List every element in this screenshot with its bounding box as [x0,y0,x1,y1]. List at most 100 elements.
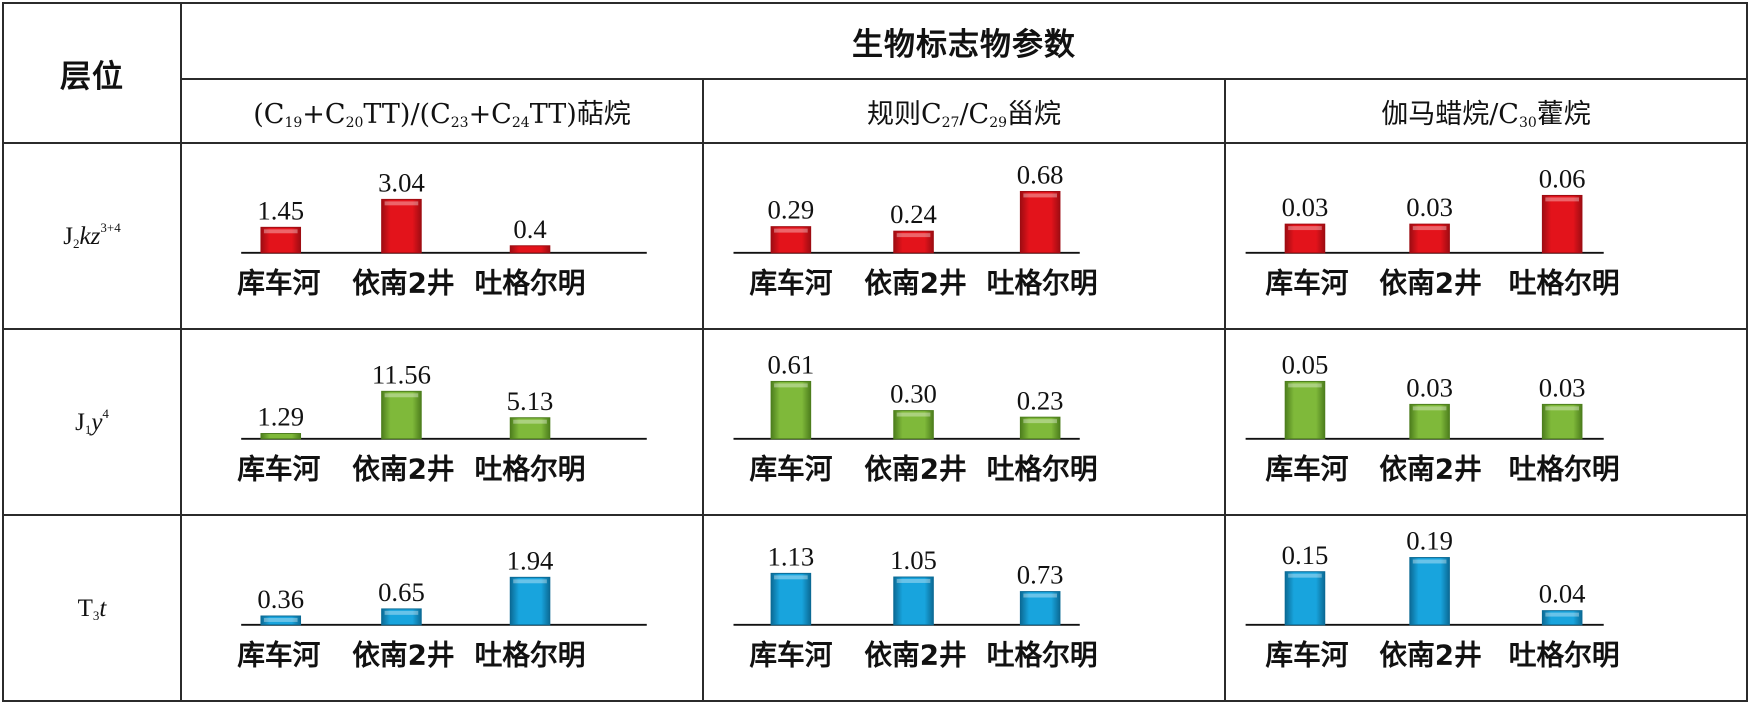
category-label: 依南2井 [864,452,966,485]
mini-chart-cell: 0.05 库车河 0.03 依南2井 0.03 吐格尔明 [1224,328,1748,516]
bar [260,226,302,254]
category-label: 依南2井 [1379,452,1481,485]
biomarker-group-header: 生物标志物参数 [180,2,1748,80]
row-J2kz: J2kz3+4 1.45 库车河 3.04 依南2井 0.4 吐格尔明 0.29 库车河 0.24… [2,142,1748,330]
row-J1y: J1y4 1.29 库车河 11.56 依南2井 5.13 吐格尔明 0.61 库车河 0.30 依… [2,328,1748,516]
bar-highlight [1288,226,1322,231]
bar-value-label: 0.06 [1539,164,1586,194]
mini-bar-chart: 0.15 库车河 0.19 依南2井 0.04 吐格尔明 [1245,526,1620,671]
header-subscript: 23 [450,114,469,131]
bar-highlight [774,575,808,580]
bar-highlight [1412,406,1447,411]
bar [1284,571,1326,626]
column-header-sterane_ratio: 规则C27/C29甾烷 [702,78,1226,144]
layer-label-sub: 1 [84,422,92,437]
category-label: 吐格尔明 [987,638,1098,671]
bar [381,390,422,440]
category-label: 依南2井 [352,266,454,299]
bar [1019,190,1061,254]
bar-highlight [1545,406,1579,411]
bar-highlight [774,228,808,233]
category-label: 库车河 [1265,452,1348,485]
category-label: 吐格尔明 [987,452,1098,485]
bar-value-label: 1.29 [257,402,304,432]
layer-label-J2kz: J2kz3+4 [2,142,182,330]
bar [1541,403,1583,440]
layer-label-T3t: T3t [2,514,182,702]
bar-value-label: 0.03 [1406,192,1453,222]
bar-highlight [384,393,419,398]
bar [893,576,934,626]
bar-value-label: 5.13 [507,386,554,416]
bar-highlight [896,233,931,238]
mini-bar-chart: 0.29 库车河 0.24 依南2井 0.68 吐格尔明 [733,160,1098,299]
bar-highlight [1023,193,1057,198]
header-text: 规则C [866,98,942,130]
category-label: 库车河 [749,266,832,299]
bar-value-label: 0.03 [1282,192,1329,222]
category-label: 库车河 [749,638,832,671]
header-text: 伽马蜡烷/C [1381,98,1519,130]
header-text: +C [302,98,346,130]
bar-value-label: 0.65 [378,577,425,607]
header-subscript: 29 [989,114,1008,131]
category-label: 吐格尔明 [1509,638,1620,671]
layer-label-italic: y [91,409,103,436]
bar-value-label: 0.29 [768,195,815,225]
mini-chart-cell: 1.45 库车河 3.04 依南2井 0.4 吐格尔明 [180,142,704,330]
bar-highlight [1023,419,1057,424]
category-label: 依南2井 [1379,266,1481,299]
bar-value-label: 1.05 [890,545,937,575]
bar-value-label: 0.61 [768,350,815,380]
bar [260,433,302,440]
category-label: 库车河 [1265,266,1348,299]
category-label: 依南2井 [864,638,966,671]
biomarker-table: 层位 生物标志物参数 (C19+C20TT)/(C23+C24TT)萜烷 规则C2… [2,2,1748,702]
layer-label-italic: kz [79,223,101,250]
mini-chart-cell: 0.15 库车河 0.19 依南2井 0.04 吐格尔明 [1224,514,1748,702]
bar-highlight [1412,559,1447,564]
bar [1019,416,1061,440]
category-label: 库车河 [749,452,832,485]
header-text: 甾烷 [1007,98,1062,130]
mini-chart-cell: 0.36 库车河 0.65 依南2井 1.94 吐格尔明 [180,514,704,702]
mini-bar-chart: 0.61 库车河 0.30 依南2井 0.23 吐格尔明 [733,350,1098,485]
bar-highlight [513,579,547,584]
layer-label-J1y: J1y4 [2,328,182,516]
category-label: 依南2井 [352,638,454,671]
bar-value-label: 0.03 [1539,372,1586,402]
header-subscript: 20 [345,114,364,131]
category-label: 吐格尔明 [1509,266,1620,299]
bar [509,417,551,440]
column-header-tricyclic_ratio: (C19+C20TT)/(C23+C24TT)萜烷 [180,78,704,144]
mini-bar-chart: 0.03 库车河 0.03 依南2井 0.06 吐格尔明 [1245,164,1620,299]
category-label: 吐格尔明 [475,452,586,485]
bar-value-label: 0.4 [513,214,546,244]
bar-highlight [384,610,419,615]
bar-value-label: 11.56 [372,359,431,389]
bar-value-label: 0.19 [1406,526,1453,556]
header-subscript: 19 [284,114,303,131]
bar-value-label: 1.45 [257,195,304,225]
bar-highlight [384,201,419,206]
bar [770,380,812,440]
mini-bar-chart: 1.13 库车河 1.05 依南2井 0.73 吐格尔明 [733,541,1098,671]
category-label: 库车河 [237,638,320,671]
header-text: +C [468,98,512,130]
bar-highlight [1288,383,1322,388]
bar-value-label: 1.94 [507,545,554,575]
bar [260,615,302,626]
category-label: 吐格尔明 [987,266,1098,299]
header-subscript: 30 [1518,114,1537,131]
bar [509,245,551,254]
bar [1409,223,1450,254]
category-label: 依南2井 [864,266,966,299]
bar-highlight [896,578,931,583]
bar [1409,557,1450,626]
mini-bar-chart: 1.29 库车河 11.56 依南2井 5.13 吐格尔明 [237,359,647,485]
bar-value-label: 0.36 [257,584,304,614]
header-subscript: 24 [511,114,530,131]
layer-label-italic: t [99,595,107,622]
bar-value-label: 0.05 [1282,350,1329,380]
category-label: 库车河 [237,452,320,485]
